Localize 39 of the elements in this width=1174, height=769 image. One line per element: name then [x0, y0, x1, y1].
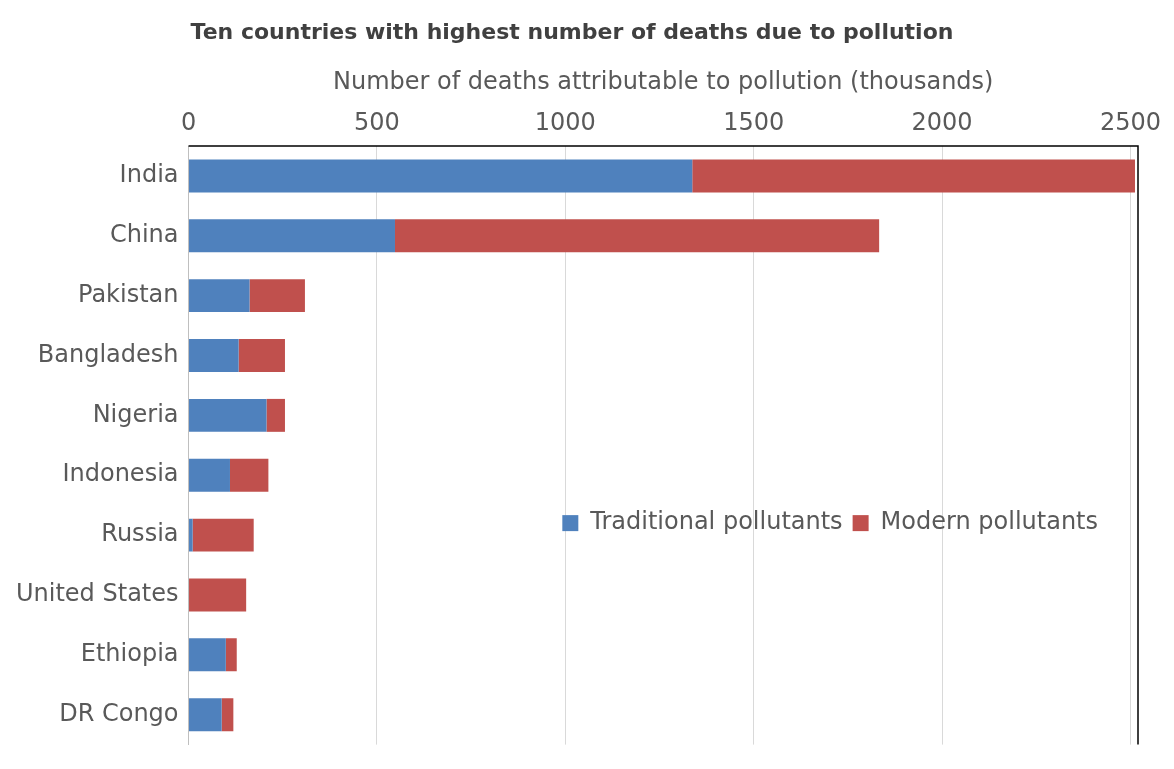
bar: [189, 458, 230, 492]
bar: [189, 698, 222, 732]
bar: [189, 219, 395, 253]
x-axis-title: Number of deaths attributable to pollution (thousands): [333, 67, 994, 96]
bar: [189, 339, 239, 372]
legend-label: Modern pollutants: [880, 507, 1099, 536]
bar: [189, 638, 226, 672]
bar: [221, 698, 234, 732]
y-tick-label: Indonesia: [62, 459, 179, 488]
bar: [692, 159, 1135, 193]
bar: [189, 279, 250, 313]
bar: [238, 339, 285, 372]
bar: [189, 398, 267, 432]
y-tick-label: Pakistan: [78, 279, 179, 308]
chart-title: Ten countries with highest number of deaths due to pollution: [190, 18, 954, 44]
bar: [192, 518, 254, 552]
y-tick-label: DR Congo: [59, 698, 179, 727]
legend-label: Traditional pollutants: [589, 507, 843, 536]
x-tick-label: 2000: [911, 107, 973, 136]
bar: [249, 279, 305, 313]
bar: [189, 518, 193, 552]
bar: [225, 638, 237, 672]
bar: [189, 578, 247, 612]
y-tick-label: Bangladesh: [37, 339, 179, 368]
y-tick-label: United States: [16, 579, 179, 608]
y-tick-label: China: [109, 220, 179, 249]
bar: [229, 458, 269, 492]
y-tick-label: Nigeria: [92, 399, 179, 428]
x-tick-label: 1000: [534, 107, 596, 136]
bar: [394, 219, 880, 253]
y-tick-label: India: [119, 160, 179, 189]
x-tick-label: 2500: [1099, 107, 1161, 136]
x-tick-label: 500: [354, 107, 400, 136]
bar: [266, 398, 285, 432]
bar: [189, 159, 693, 193]
y-tick-label: Russia: [101, 519, 179, 548]
x-tick-label: 0: [180, 107, 197, 136]
x-tick-label: 1500: [723, 107, 785, 136]
y-tick-label: Ethiopia: [80, 639, 179, 668]
